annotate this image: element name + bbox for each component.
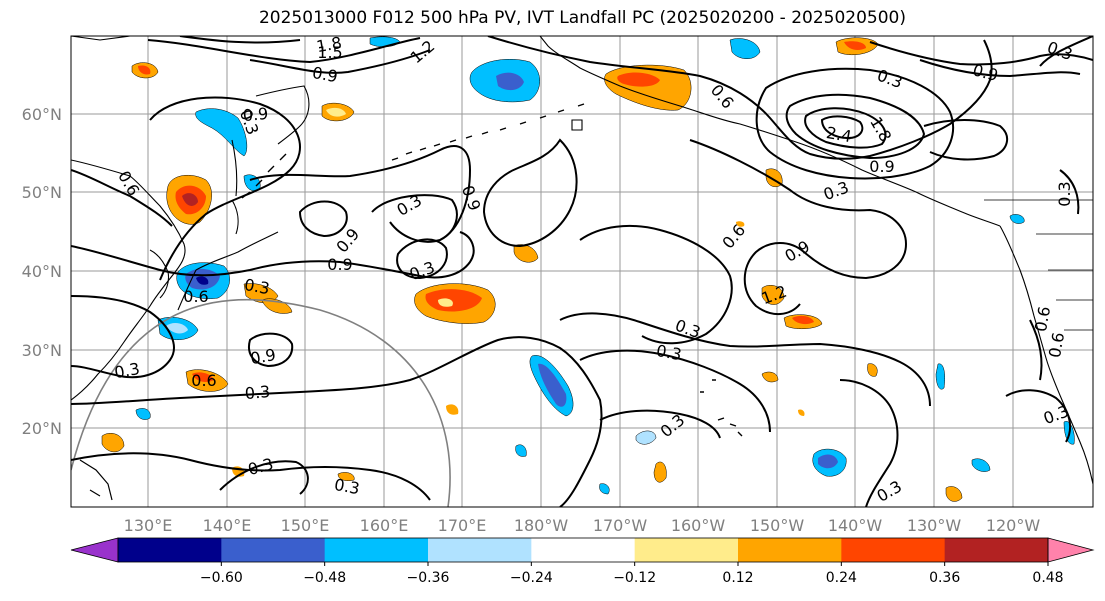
pv-negative-anomaly [515, 444, 527, 457]
colorbar: −0.60 −0.48 −0.36 −0.24 −0.12 0.12 0.24 0.36 0.4… [70, 537, 1095, 586]
pv-negative-anomaly [635, 430, 657, 445]
pv-positive-anomaly [446, 404, 459, 415]
longitude-label: 150°E [281, 516, 330, 535]
contour-label: 0.9 [249, 345, 277, 368]
coastlines [71, 36, 1093, 501]
colorbar-tick-label: 0.24 [826, 570, 857, 586]
map-border [70, 35, 1094, 508]
longitude-label: 170°W [593, 516, 648, 535]
colorbar-extend-min [70, 537, 119, 563]
pv-positive-anomaly [761, 371, 779, 383]
colorbar-segment [738, 538, 842, 562]
pv-negative-anomaly [971, 458, 991, 472]
colorbar-frame [117, 537, 1049, 563]
contour-label: 0.9 [869, 157, 894, 176]
contour-label: 0.3 [243, 275, 271, 298]
latitude-label: 30°N [22, 341, 62, 360]
contour-label: 0.3 [333, 475, 361, 498]
latitude-label: 60°N [22, 105, 62, 124]
contour-label: 0.3 [655, 341, 683, 364]
contour-label: 0.6 [191, 371, 216, 390]
pv-positive-anomaly [736, 221, 745, 227]
colorbar-tick-label: −0.24 [510, 570, 553, 586]
colorbar-segment [944, 538, 1049, 562]
pv-shading [101, 36, 1075, 502]
pv-negative-anomaly [135, 408, 151, 420]
colorbar-segment [634, 538, 739, 562]
longitude-label: 140°E [203, 516, 252, 535]
longitude-label: 130°W [907, 516, 962, 535]
colorbar-segment [841, 538, 946, 562]
colorbar-extend-max [1047, 537, 1095, 563]
longitude-label: 140°W [828, 516, 883, 535]
contour-label: 0.3 [113, 359, 141, 382]
colorbar-tick-label: 0.48 [1032, 570, 1063, 586]
pv-positive-anomaly [337, 472, 355, 481]
latitude-label: 50°N [22, 183, 62, 202]
colorbar-tick-label: −0.12 [613, 570, 656, 586]
pv-negative-anomaly [599, 483, 610, 495]
contour-label: 0.6 [1045, 331, 1068, 359]
longitude-label: 120°W [986, 516, 1041, 535]
pv-negative-anomaly [935, 363, 945, 390]
colorbar-segment [324, 538, 429, 562]
pv-negative-anomaly [729, 38, 761, 59]
colorbar-segment [428, 538, 532, 562]
contour-label: 0.9 [311, 63, 339, 86]
contour-label: 0.3 [1055, 181, 1074, 206]
colorbar-segment [531, 538, 636, 562]
colorbar-tick-label: −0.60 [200, 570, 243, 586]
pv-positive-anomaly [653, 461, 667, 483]
pv-positive-anomaly [867, 363, 878, 377]
ivt-contours [71, 36, 1093, 507]
latitude-label: 40°N [22, 262, 62, 281]
colorbar-tick-label: 0.36 [929, 570, 960, 586]
longitude-label: 180°W [514, 516, 569, 535]
longitude-label: 150°W [750, 516, 805, 535]
reference-circle [71, 299, 451, 507]
colorbar-tick-label: 0.12 [722, 570, 753, 586]
map-area: 1.81.5 1.20.90.90.30.60.30.90.60.32.4 1.80… [71, 33, 1093, 507]
map-title: 2025013000 F012 500 hPa PV, IVT Landfall… [258, 8, 906, 28]
longitude-label: 170°E [438, 516, 487, 535]
latitude-label: 20°N [22, 419, 62, 438]
colorbar-segment [118, 538, 222, 562]
colorbar-tick-label: −0.36 [407, 570, 450, 586]
contour-label: 1.5 [317, 43, 342, 62]
contour-label: 1.8 [315, 33, 343, 56]
longitude-label: 160°W [671, 516, 726, 535]
longitude-label: 160°E [360, 516, 409, 535]
colorbar-segment [221, 538, 326, 562]
contour-label: 0.6 [183, 287, 208, 306]
pv-positive-anomaly [101, 433, 125, 453]
pv-positive-anomaly [798, 409, 805, 416]
longitude-labels: 130°E 140°E 150°E 160°E 170°E 180°W 170°W 160°W… [124, 516, 1041, 535]
pv-negative-anomaly [1009, 214, 1025, 224]
pv-positive-anomaly [761, 285, 785, 305]
pv-negative-anomaly [195, 108, 248, 157]
longitude-label: 130°E [124, 516, 173, 535]
latitude-labels: 60°N 50°N 40°N 30°N 20°N [22, 105, 62, 438]
colorbar-tick-label: −0.48 [303, 570, 346, 586]
contour-label: 0.6 [1031, 305, 1054, 333]
contour-label: 0.9 [327, 255, 352, 274]
contour-label: 0.3 [244, 382, 271, 403]
contour-label: 2.4 [825, 123, 853, 146]
contour-label: 0.9 [242, 104, 269, 125]
pv-positive-anomaly [945, 486, 963, 502]
